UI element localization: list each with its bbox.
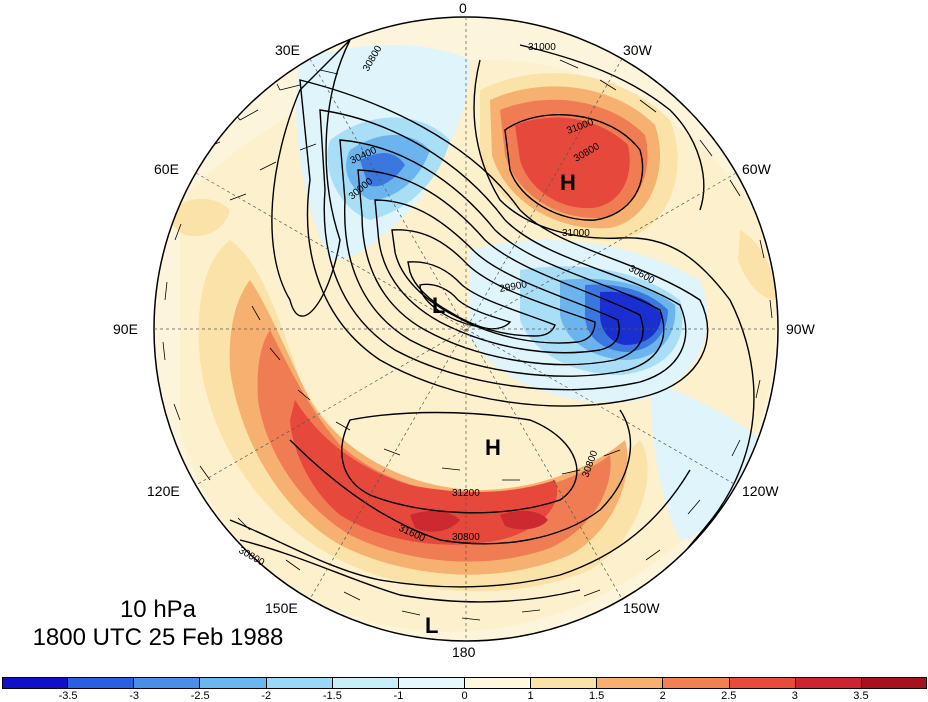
lon-label-0: 0	[459, 0, 467, 16]
contour-label: 29900	[499, 279, 529, 295]
colorbar-segment	[597, 677, 664, 689]
contour-label: 30800	[361, 44, 385, 74]
valid-datetime: 1800 UTC 25 Feb 1988	[32, 624, 284, 651]
high-center-label: H	[485, 435, 501, 460]
colorbar-segment	[398, 677, 465, 689]
colorbar-tick-label: 2	[659, 690, 666, 702]
colorbar-tick-label: -2.5	[190, 690, 210, 702]
lon-label-120e: 120E	[147, 483, 180, 499]
contour-label: 31600	[397, 523, 427, 545]
contour-label: 30800	[452, 532, 480, 543]
contour-label: 31000	[562, 228, 590, 239]
lon-label-90w: 90W	[786, 321, 815, 337]
lon-label-90e: 90E	[113, 321, 138, 337]
lon-label-60w: 60W	[742, 161, 771, 177]
lon-label-30e: 30E	[275, 42, 300, 58]
contour-label: 30600	[627, 263, 657, 287]
colorbar-segment	[200, 677, 267, 689]
contour-label: 30800	[580, 449, 600, 479]
colorbar-segment	[332, 677, 399, 689]
colorbar-tick-label: 1	[527, 690, 534, 702]
map-title: 10 hPa 1800 UTC 25 Feb 1988	[8, 596, 308, 652]
colorbar-segment	[464, 677, 532, 689]
colorbar-tick-label: -3.5	[58, 690, 78, 702]
contour-label: 31000	[528, 42, 556, 53]
low-center-label: L	[425, 613, 438, 638]
graticule	[154, 17, 778, 641]
colorbar-segment	[266, 677, 333, 689]
contour-label: 31200	[452, 488, 480, 499]
colorbar-tick-label: 3	[791, 690, 798, 702]
colorbar-segment	[729, 677, 796, 689]
low-center-label: L	[432, 293, 445, 318]
high-center-label: H	[560, 170, 576, 195]
colorbar-tick-label: 3.5	[853, 690, 869, 702]
lon-label-60e: 60E	[154, 161, 179, 177]
contour-label: 30800	[572, 141, 602, 165]
lon-label-150e: 150E	[265, 600, 298, 616]
lon-label-180: 180	[452, 644, 476, 660]
colorbar-tick-label: 1.5	[588, 690, 605, 702]
colorbar-segment	[861, 677, 927, 689]
colorbar-segment	[663, 677, 730, 689]
colorbar-segment	[2, 677, 69, 689]
pressure-level: 10 hPa	[119, 596, 197, 623]
colorbar-tick-label: -2	[261, 690, 272, 702]
colorbar-tick-label: -1	[393, 690, 404, 702]
lon-label-30w: 30W	[623, 42, 652, 58]
colorbar-segment	[68, 677, 135, 689]
contour-label: 30800	[237, 545, 267, 569]
colorbar-segment	[531, 677, 598, 689]
contour-label: 30000	[347, 176, 376, 203]
colorbar-tick-label: -3	[129, 690, 140, 702]
colorbar	[2, 677, 927, 689]
lon-label-120w: 120W	[742, 483, 779, 499]
anomaly-field	[154, 17, 778, 641]
colorbar-tick-label: -1.5	[322, 690, 342, 702]
colorbar-segment	[795, 677, 862, 689]
colorbar-tick-label: 2.5	[721, 690, 737, 702]
colorbar-segment	[134, 677, 201, 689]
contour-label: 31000	[565, 117, 595, 137]
contour-label: 30400	[349, 145, 379, 167]
lon-label-150w: 150W	[623, 600, 660, 616]
height-contours	[229, 39, 755, 603]
colorbar-tick-label: 0	[461, 690, 468, 702]
